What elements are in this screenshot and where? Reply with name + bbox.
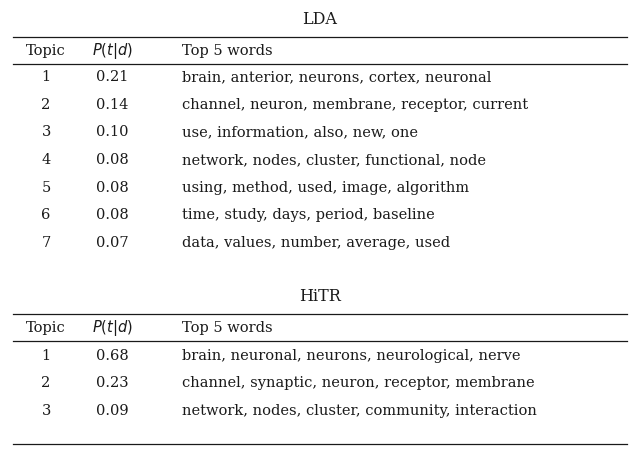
Text: 2: 2: [42, 98, 51, 112]
Text: 0.08: 0.08: [95, 180, 129, 195]
Text: 0.68: 0.68: [95, 348, 129, 363]
Text: network, nodes, cluster, community, interaction: network, nodes, cluster, community, inte…: [182, 404, 537, 418]
Text: 0.09: 0.09: [96, 404, 128, 418]
Text: 0.08: 0.08: [95, 208, 129, 222]
Text: 0.10: 0.10: [96, 125, 128, 139]
Text: 1: 1: [42, 70, 51, 84]
Text: using, method, used, image, algorithm: using, method, used, image, algorithm: [182, 180, 470, 195]
Text: 0.14: 0.14: [96, 98, 128, 112]
Text: 0.23: 0.23: [96, 376, 128, 390]
Text: Topic: Topic: [26, 321, 66, 336]
Text: 1: 1: [42, 348, 51, 363]
Text: data, values, number, average, used: data, values, number, average, used: [182, 236, 451, 250]
Text: 5: 5: [42, 180, 51, 195]
Text: network, nodes, cluster, functional, node: network, nodes, cluster, functional, nod…: [182, 153, 486, 167]
Text: $P(t|d)$: $P(t|d)$: [92, 318, 132, 338]
Text: time, study, days, period, baseline: time, study, days, period, baseline: [182, 208, 435, 222]
Text: brain, anterior, neurons, cortex, neuronal: brain, anterior, neurons, cortex, neuron…: [182, 70, 492, 84]
Text: 2: 2: [42, 376, 51, 390]
Text: 0.21: 0.21: [96, 70, 128, 84]
Text: brain, neuronal, neurons, neurological, nerve: brain, neuronal, neurons, neurological, …: [182, 348, 521, 363]
Text: $P(t|d)$: $P(t|d)$: [92, 41, 132, 61]
Text: Top 5 words: Top 5 words: [182, 321, 273, 336]
Text: 7: 7: [42, 236, 51, 250]
Text: 3: 3: [42, 404, 51, 418]
Text: HiTR: HiTR: [299, 288, 341, 305]
Text: Top 5 words: Top 5 words: [182, 44, 273, 58]
Text: 0.08: 0.08: [95, 153, 129, 167]
Text: 3: 3: [42, 125, 51, 139]
Text: 4: 4: [42, 153, 51, 167]
Text: LDA: LDA: [303, 10, 337, 28]
Text: 6: 6: [42, 208, 51, 222]
Text: use, information, also, new, one: use, information, also, new, one: [182, 125, 419, 139]
Text: channel, synaptic, neuron, receptor, membrane: channel, synaptic, neuron, receptor, mem…: [182, 376, 535, 390]
Text: 0.07: 0.07: [96, 236, 128, 250]
Text: Topic: Topic: [26, 44, 66, 58]
Text: channel, neuron, membrane, receptor, current: channel, neuron, membrane, receptor, cur…: [182, 98, 529, 112]
